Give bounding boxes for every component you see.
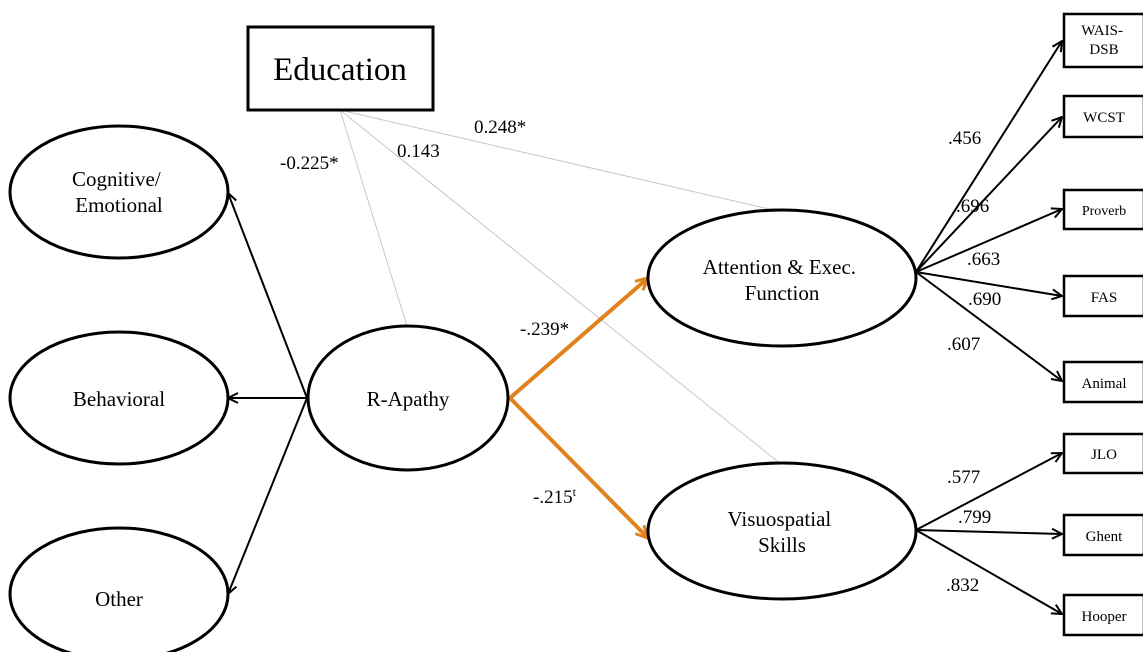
coef-ghent: .799 [958, 507, 991, 528]
coef-fas: .663 [967, 249, 1000, 270]
hooper-label: Hooper [1082, 609, 1127, 625]
indicator-jlo: JLO [1064, 434, 1143, 473]
visuospatial-node: Visuospatial Skills [648, 463, 916, 599]
wcst-label: WCST [1083, 110, 1125, 126]
arrow-attention-to-wais [916, 41, 1062, 272]
behavioral-label: Behavioral [73, 387, 165, 411]
coef-edu-to-attention: 0.248* [474, 117, 526, 138]
coef-proverb: .696 [956, 196, 989, 217]
coef-wais: .456 [948, 128, 981, 149]
indicator-wais-dsb: WAIS- DSB [1064, 14, 1143, 67]
animal-label: Animal [1082, 376, 1127, 392]
education-node: Education [248, 27, 433, 110]
other-node: Other [10, 528, 228, 652]
coef-hooper: .832 [946, 575, 979, 596]
indicator-hooper: Hooper [1064, 595, 1143, 635]
r-apathy-node: R-Apathy [308, 326, 508, 470]
coef-jlo: .577 [947, 467, 980, 488]
cognitive-emotional-node: Cognitive/ Emotional [10, 126, 228, 258]
coef-edu-to-visuospatial: 0.143 [397, 141, 440, 162]
indicator-animal: Animal [1064, 362, 1143, 402]
arrow-rapathy-to-other [228, 398, 307, 594]
indicator-proverb: Proverb [1064, 190, 1143, 229]
jlo-label: JLO [1091, 447, 1117, 463]
indicator-ghent: Ghent [1064, 515, 1143, 555]
coef-edu-to-apathy: -0.225* [280, 153, 339, 174]
coef-apathy-to-visuospatial: -.215t [533, 485, 577, 508]
coef-animal-a: .690 [968, 289, 1001, 310]
ghent-label: Ghent [1086, 529, 1123, 545]
other-label: Other [95, 587, 143, 611]
r-apathy-label: R-Apathy [367, 387, 450, 411]
indicator-fas: FAS [1064, 276, 1143, 316]
proverb-label: Proverb [1082, 204, 1126, 219]
education-label: Education [273, 52, 407, 88]
arrow-rapathy-to-cognitive [228, 193, 307, 398]
indicator-wcst: WCST [1064, 96, 1143, 137]
arrow-visuospatial-to-ghent [916, 530, 1062, 534]
coef-apathy-to-attention: -.239* [520, 319, 569, 340]
arrow-visuospatial-to-hooper [916, 530, 1062, 614]
coef-animal-b: .607 [947, 334, 980, 355]
arrow-rapathy-to-visuospatial [510, 398, 648, 538]
attention-exec-node: Attention & Exec. Function [648, 210, 916, 346]
fas-label: FAS [1091, 290, 1117, 306]
behavioral-node: Behavioral [10, 332, 228, 464]
